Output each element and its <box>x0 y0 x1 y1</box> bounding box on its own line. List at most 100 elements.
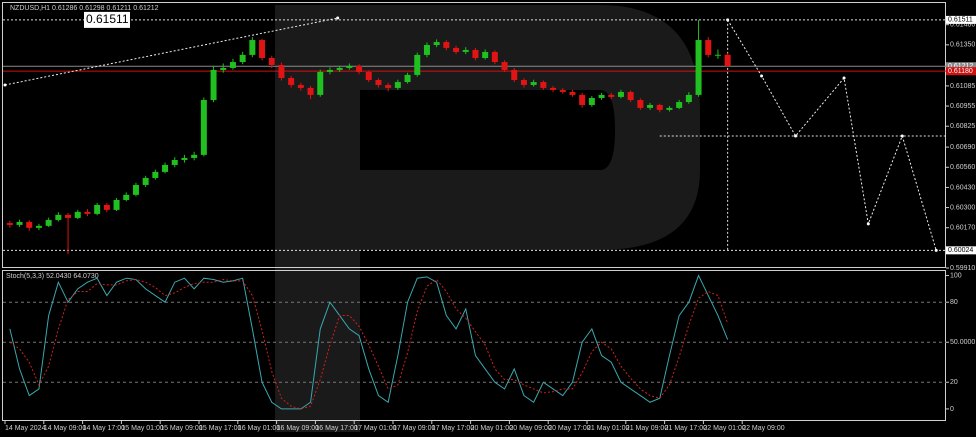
candle-body <box>520 80 527 85</box>
candle-body <box>229 62 236 68</box>
x-tick-label: 15 May 09:00 <box>160 425 203 432</box>
candle-body <box>181 157 188 160</box>
candle-body <box>326 69 333 72</box>
x-tick-label: 20 May 17:00 <box>548 425 591 432</box>
trendline-point <box>3 83 7 87</box>
candle-body <box>346 65 353 68</box>
candle-body <box>724 54 731 67</box>
x-tick-label: 22 May 09:00 <box>742 425 785 432</box>
chart-title: NZDUSD,H1 0.61286 0.61298 0.61211 0.6121… <box>10 5 159 12</box>
candle-body <box>472 49 479 59</box>
stoch-line <box>9 278 729 410</box>
x-tick-label: 21 May 01:00 <box>587 425 630 432</box>
candle-body <box>714 54 721 56</box>
y-tick-label: 0.60170 <box>950 225 975 232</box>
forecast-point <box>842 76 846 80</box>
candle-body <box>530 82 537 85</box>
y-tick-label: 0.61480 <box>950 22 975 29</box>
y-tick-label: 20 <box>950 379 958 386</box>
forecast-point <box>900 134 904 138</box>
candle-body <box>685 94 692 103</box>
y-tick-label: 100 <box>950 272 962 279</box>
y-tick-label: 0.61350 <box>950 42 975 49</box>
candle-body <box>617 91 624 97</box>
price-line-label: 0.61180 <box>948 68 973 75</box>
forecast-point <box>866 222 870 226</box>
candle-body <box>404 74 411 83</box>
candle-body <box>278 64 285 79</box>
level-label: 0.61511 <box>948 17 973 24</box>
x-tick-label: 14 May 2024 <box>5 425 46 432</box>
price-box-label: 0.61511 <box>86 12 129 26</box>
level-box <box>946 246 976 255</box>
y-tick-label: 50.0000 <box>950 339 975 346</box>
candle-body <box>375 80 382 85</box>
candle-body <box>569 91 576 95</box>
stoch-title: Stoch(5,3,3) 52.0430 64.0730 <box>6 273 99 280</box>
x-tick-label: 20 May 09:00 <box>509 425 552 432</box>
x-tick-label: 14 May 17:00 <box>83 425 126 432</box>
candle-body <box>559 89 566 92</box>
candle-body <box>695 40 702 95</box>
candle-body <box>317 71 324 95</box>
candle-body <box>162 164 169 172</box>
candle-body <box>598 94 605 98</box>
candle-body <box>268 58 275 65</box>
candle-body <box>414 54 421 75</box>
candle-body <box>84 211 91 214</box>
candle-body <box>637 100 644 108</box>
candle-body <box>6 223 13 225</box>
candle-body <box>433 42 440 45</box>
candle-body <box>453 47 460 52</box>
trendline <box>4 17 338 86</box>
price-line-box <box>946 62 976 71</box>
candle-body <box>608 94 615 97</box>
candle-body <box>94 204 101 214</box>
candle-body <box>423 44 430 55</box>
candle-body <box>385 84 392 88</box>
candle-body <box>307 87 314 95</box>
x-tick-label: 22 May 01:00 <box>703 425 746 432</box>
price-line-label: 0.61212 <box>948 63 973 70</box>
candle-body <box>220 67 227 70</box>
candle-body <box>26 221 33 228</box>
y-tick-label: 0.61085 <box>950 83 975 90</box>
y-tick-label: 0.60430 <box>950 184 975 191</box>
x-tick-label: 21 May 09:00 <box>626 425 669 432</box>
watermark <box>275 5 700 432</box>
y-tick-label: 80 <box>950 299 958 306</box>
candle-body <box>550 87 557 90</box>
x-tick-label: 16 May 01:00 <box>238 425 281 432</box>
forecast-point <box>934 248 938 252</box>
candle-body <box>588 97 595 105</box>
forecast-point <box>794 134 798 138</box>
candle-body <box>579 94 586 105</box>
candle-body <box>394 82 401 88</box>
level-box <box>946 15 976 24</box>
candle-body <box>191 154 198 158</box>
y-tick-label: 0.60955 <box>950 103 975 110</box>
x-tick-label: 15 May 01:00 <box>121 425 164 432</box>
candle-body <box>35 225 42 228</box>
y-tick-label: 0.60690 <box>950 144 975 151</box>
candle-body <box>443 42 450 48</box>
y-tick-label: 0 <box>950 406 954 413</box>
candle-body <box>249 40 256 55</box>
candle-body <box>297 84 304 88</box>
candle-body <box>656 104 663 110</box>
candle-body <box>676 102 683 108</box>
x-tick-label: 21 May 17:00 <box>665 425 708 432</box>
x-tick-label: 15 May 17:00 <box>199 425 242 432</box>
x-tick-label: 17 May 09:00 <box>393 425 436 432</box>
candle-body <box>74 211 81 218</box>
main-pane <box>2 2 946 268</box>
candle-body <box>336 67 343 70</box>
candle-body <box>152 171 159 178</box>
candle-body <box>482 51 489 59</box>
candle-body <box>511 69 518 81</box>
candle-body <box>210 69 217 101</box>
candle-body <box>647 104 654 108</box>
x-tick-label: 16 May 17:00 <box>315 425 358 432</box>
candle-body <box>501 62 508 70</box>
x-tick-label: 17 May 01:00 <box>354 425 397 432</box>
